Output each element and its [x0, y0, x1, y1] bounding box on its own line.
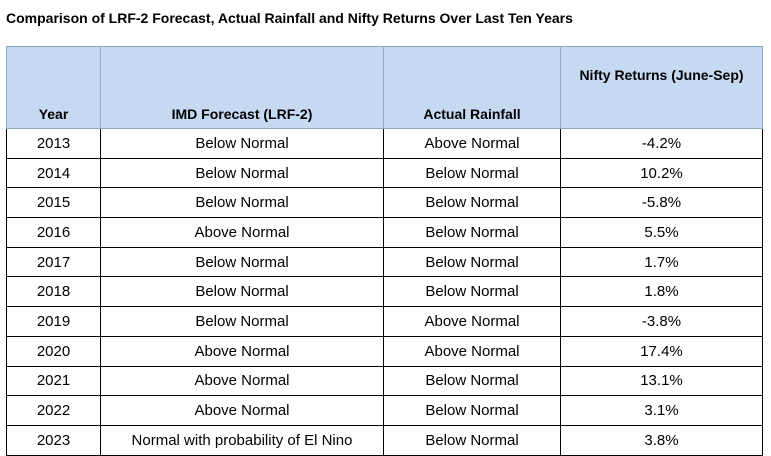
column-header-imd-forecast: IMD Forecast (LRF-2) — [100, 46, 384, 129]
year-cell: 2016 — [6, 217, 101, 248]
imd-forecast-cell: Above Normal — [100, 365, 384, 397]
year-cell: 2017 — [6, 246, 101, 278]
imd-forecast-cell: Below Normal — [100, 306, 384, 337]
nifty-return-cell: -4.2% — [560, 128, 763, 159]
nifty-return-cell: 17.4% — [560, 335, 763, 367]
year-cell: 2023 — [6, 424, 101, 456]
actual-rainfall-cell: Above Normal — [383, 306, 561, 337]
comparison-table: Year IMD Forecast (LRF-2) Actual Rainfal… — [6, 46, 763, 456]
actual-rainfall-cell: Below Normal — [383, 246, 561, 278]
table-row: 2014 Below Normal Below Normal 10.2% — [6, 157, 763, 189]
nifty-return-cell: 13.1% — [560, 365, 763, 397]
nifty-return-cell: 3.1% — [560, 395, 763, 426]
actual-rainfall-cell: Below Normal — [383, 276, 561, 308]
imd-forecast-cell: Below Normal — [100, 187, 384, 219]
header-row: Year IMD Forecast (LRF-2) Actual Rainfal… — [6, 46, 763, 129]
column-header-year: Year — [6, 46, 101, 129]
table-row: 2017 Below Normal Below Normal 1.7% — [6, 246, 763, 278]
actual-rainfall-cell: Below Normal — [383, 365, 561, 397]
imd-forecast-cell: Below Normal — [100, 128, 384, 159]
table-row: 2019 Below Normal Above Normal -3.8% — [6, 306, 763, 337]
actual-rainfall-cell: Above Normal — [383, 335, 561, 367]
actual-rainfall-cell: Below Normal — [383, 217, 561, 248]
nifty-return-cell: 3.8% — [560, 424, 763, 456]
actual-rainfall-cell: Below Normal — [383, 157, 561, 189]
table-row: 2013 Below Normal Above Normal -4.2% — [6, 128, 763, 159]
table-row: 2023 Normal with probability of El Nino Be… — [6, 424, 763, 456]
year-cell: 2022 — [6, 395, 101, 426]
nifty-return-cell: 1.7% — [560, 246, 763, 278]
table-body: 2013 Below Normal Above Normal -4.2% 2014 Bel… — [6, 128, 763, 456]
nifty-return-cell: -5.8% — [560, 187, 763, 219]
year-cell: 2014 — [6, 157, 101, 189]
year-cell: 2021 — [6, 365, 101, 397]
table-title: Comparison of LRF-2 Forecast, Actual Rai… — [6, 10, 573, 26]
imd-forecast-cell: Above Normal — [100, 217, 384, 248]
actual-rainfall-cell: Below Normal — [383, 395, 561, 426]
nifty-return-cell: 10.2% — [560, 157, 763, 189]
table-row: 2022 Above Normal Below Normal 3.1% — [6, 395, 763, 426]
imd-forecast-cell: Below Normal — [100, 276, 384, 308]
actual-rainfall-cell: Above Normal — [383, 128, 561, 159]
column-header-nifty-returns: Nifty Returns (June-Sep) — [560, 46, 763, 129]
year-cell: 2015 — [6, 187, 101, 219]
imd-forecast-cell: Above Normal — [100, 395, 384, 426]
imd-forecast-cell: Normal with probability of El Nino — [100, 424, 384, 456]
nifty-return-cell: 5.5% — [560, 217, 763, 248]
table-row: 2021 Above Normal Below Normal 13.1% — [6, 365, 763, 397]
imd-forecast-cell: Below Normal — [100, 157, 384, 189]
nifty-return-cell: -3.8% — [560, 306, 763, 337]
table-row: 2020 Above Normal Above Normal 17.4% — [6, 335, 763, 367]
year-cell: 2018 — [6, 276, 101, 308]
column-header-actual-rainfall: Actual Rainfall — [383, 46, 561, 129]
year-cell: 2019 — [6, 306, 101, 337]
actual-rainfall-cell: Below Normal — [383, 187, 561, 219]
imd-forecast-cell: Above Normal — [100, 335, 384, 367]
nifty-return-cell: 1.8% — [560, 276, 763, 308]
table-row: 2018 Below Normal Below Normal 1.8% — [6, 276, 763, 308]
year-cell: 2013 — [6, 128, 101, 159]
table-row: 2015 Below Normal Below Normal -5.8% — [6, 187, 763, 219]
table-row: 2016 Above Normal Below Normal 5.5% — [6, 217, 763, 248]
year-cell: 2020 — [6, 335, 101, 367]
imd-forecast-cell: Below Normal — [100, 246, 384, 278]
